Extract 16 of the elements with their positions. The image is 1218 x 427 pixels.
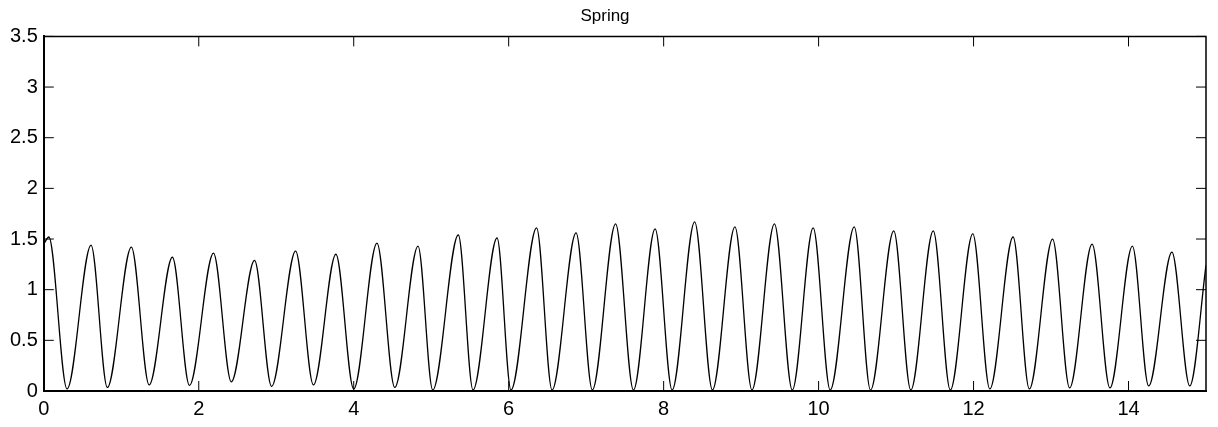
x-tick-label: 2 (193, 396, 205, 419)
x-tick-label: 14 (1117, 396, 1140, 419)
y-tick-label: 3 (26, 74, 38, 97)
x-tick-label: 4 (348, 396, 360, 419)
y-tick-label: 2.5 (9, 125, 38, 148)
x-tick-label: 10 (807, 396, 830, 419)
y-tick-label: 0 (26, 378, 38, 401)
x-tick-label: 8 (658, 396, 670, 419)
y-tick-label: 1 (26, 277, 38, 300)
y-tick-label: 1.5 (9, 226, 38, 249)
chart-title: Spring (580, 5, 630, 25)
x-tick-label: 6 (503, 396, 515, 419)
x-tick-label: 12 (962, 396, 985, 419)
y-tick-label: 3.5 (9, 23, 38, 46)
y-tick-label: 0.5 (9, 327, 38, 350)
y-tick-label: 2 (26, 175, 38, 198)
